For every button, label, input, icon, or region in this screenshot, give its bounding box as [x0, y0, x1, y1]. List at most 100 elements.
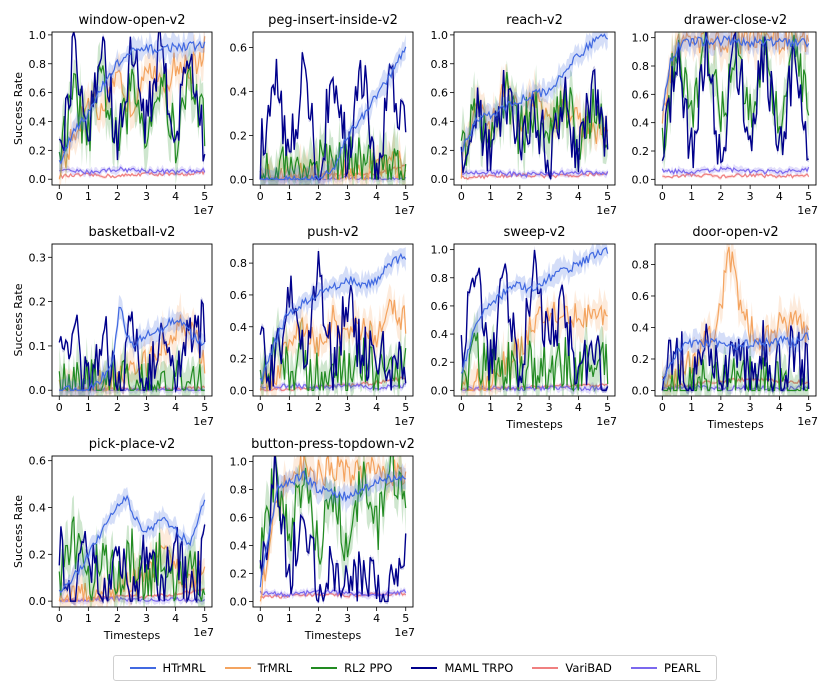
series-line-trmrl — [259, 456, 407, 602]
x-tick-label: 5 — [201, 401, 208, 414]
axes-frame — [252, 455, 414, 608]
band-htrmrl — [461, 244, 608, 384]
x-tick-label: 5 — [604, 401, 611, 414]
legend-item-htrmrl: HTrMRL — [129, 661, 206, 675]
series-line-varibad — [662, 172, 810, 179]
band-rl2-ppo — [59, 41, 205, 185]
y-tick-label: 0.6 — [431, 300, 449, 313]
x-tick-label: 1 — [286, 190, 293, 203]
y-tick-label: 0.2 — [431, 356, 449, 369]
x-scale-label: 1e7 — [797, 415, 818, 428]
x-tick-label: 5 — [201, 612, 208, 625]
y-tick-label: 0.0 — [230, 173, 248, 186]
x-tick-label: 2 — [315, 190, 322, 203]
series-line-htrmrl — [260, 46, 407, 181]
x-tick-label: 2 — [315, 401, 322, 414]
y-tick-label: 0.2 — [632, 145, 650, 158]
series-line-maml-trpo — [58, 524, 206, 604]
x-tick-label: 5 — [604, 190, 611, 203]
x-tick-label: 0 — [659, 190, 666, 203]
x-tick-label: 0 — [56, 401, 63, 414]
x-tick-label: 4 — [575, 401, 582, 414]
x-tick-label: 3 — [747, 190, 754, 203]
x-tick-label: 3 — [344, 190, 351, 203]
x-scale-label: 1e7 — [797, 204, 818, 217]
band-rl2-ppo — [59, 495, 205, 607]
series-line-pearl — [460, 168, 609, 179]
y-tick-label: 0.2 — [230, 129, 248, 142]
series-line-htrmrl — [58, 494, 206, 594]
y-tick-label: 0.4 — [230, 321, 248, 334]
x-scale-label: 1e7 — [193, 204, 214, 217]
x-axis-label: Timesteps — [103, 629, 161, 642]
plot-area — [58, 486, 206, 607]
band-rl2-ppo — [461, 307, 608, 396]
axes-frame — [51, 243, 213, 397]
y-tick-label: 0.2 — [230, 567, 248, 580]
x-tick-label: 0 — [56, 190, 63, 203]
legend-swatch-rl2-ppo — [311, 667, 338, 669]
subplot-title: basketball-v2 — [89, 225, 176, 240]
x-scale-label: 1e7 — [394, 204, 415, 217]
y-tick-label: 0.2 — [431, 144, 449, 157]
series-line-rl2-ppo — [661, 32, 810, 155]
series-line-pearl — [259, 588, 407, 598]
x-tick-label: 4 — [776, 190, 783, 203]
axes-frame — [453, 243, 616, 397]
x-tick-label: 0 — [257, 612, 264, 625]
band-htrmrl — [260, 34, 406, 185]
band-trmrl — [59, 526, 205, 607]
series-line-htrmrl — [259, 470, 406, 588]
subplot-title: pick-place-v2 — [89, 437, 176, 452]
x-tick-label: 5 — [201, 190, 208, 203]
x-tick-label: 5 — [402, 612, 409, 625]
x-tick-label: 5 — [805, 190, 812, 203]
y-tick-label: 0.0 — [431, 384, 449, 397]
x-tick-label: 5 — [805, 401, 812, 414]
y-tick-label: 0.2 — [29, 144, 47, 157]
x-tick-label: 3 — [143, 401, 150, 414]
axes-frame — [252, 31, 414, 186]
x-tick-label: 0 — [458, 401, 465, 414]
subplot-title: window-open-v2 — [78, 13, 185, 28]
y-tick-label: 0.2 — [230, 353, 248, 366]
y-tick-label: 0.8 — [431, 272, 449, 285]
x-tick-label: 4 — [172, 401, 179, 414]
band-rl2-ppo — [662, 329, 809, 396]
band-pearl — [59, 383, 205, 395]
y-tick-label: 0.4 — [431, 328, 449, 341]
x-scale-label: 1e7 — [394, 626, 415, 639]
x-tick-label: 2 — [717, 401, 724, 414]
y-tick-label: 0.6 — [29, 87, 47, 100]
subplot-title: reach-v2 — [506, 13, 563, 28]
legend-item-pearl: PEARL — [630, 661, 700, 675]
band-htrmrl — [260, 458, 406, 601]
series-line-rl2-ppo — [58, 516, 206, 602]
y-tick-label: 0.8 — [431, 58, 449, 71]
series-line-maml-trpo — [661, 320, 810, 393]
x-tick-label: 4 — [575, 190, 582, 203]
band-trmrl — [461, 63, 608, 185]
y-tick-label: 0.6 — [632, 290, 650, 303]
legend-swatch-pearl — [630, 667, 657, 669]
y-tick-label: 0.4 — [29, 115, 47, 128]
x-tick-label: 1 — [85, 612, 92, 625]
subplot-title: door-open-v2 — [692, 225, 778, 240]
y-tick-label: 0.0 — [632, 173, 650, 186]
y-tick-label: 0.6 — [230, 512, 248, 525]
series-line-pearl — [661, 166, 810, 175]
band-trmrl — [59, 32, 205, 185]
legend-item-varibad: VariBAD — [532, 661, 612, 675]
y-tick-label: 0.4 — [632, 117, 650, 130]
y-tick-label: 0.4 — [431, 115, 449, 128]
y-tick-label: 1.0 — [230, 456, 248, 469]
subplot-title: sweep-v2 — [504, 225, 566, 240]
axes-frame — [654, 243, 817, 397]
x-tick-label: 4 — [373, 612, 380, 625]
x-tick-label: 1 — [487, 401, 494, 414]
axes-frame — [654, 31, 817, 186]
y-tick-label: 0.6 — [230, 41, 248, 54]
y-tick-label: 0.8 — [230, 484, 248, 497]
series-line-varibad — [58, 169, 206, 180]
